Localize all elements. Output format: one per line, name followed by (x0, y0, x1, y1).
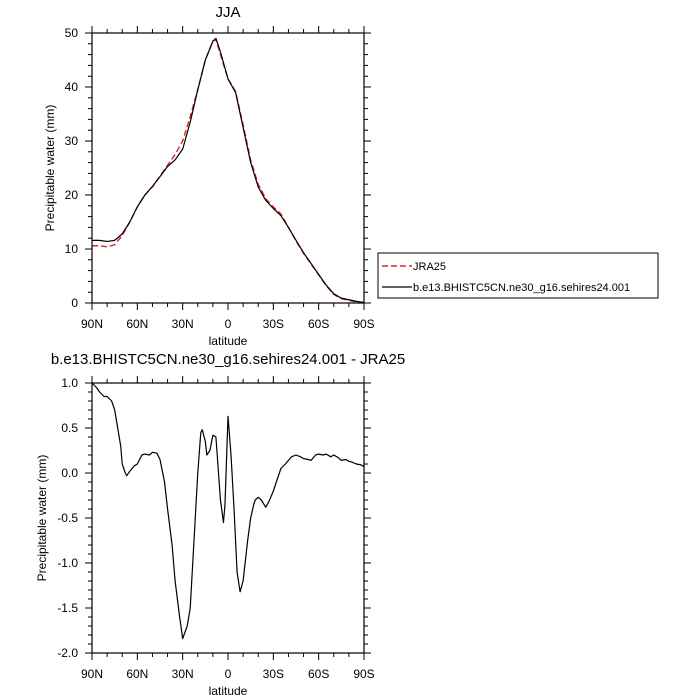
top-panel: JJA 0 10 20 30 40 50 90N 60N 30N 0 30S 60S 90S lati… (43, 4, 375, 348)
top-x-tick-label: 60N (126, 317, 148, 331)
top-chart-title: JJA (215, 4, 240, 21)
legend: JRA25 b.e13.BHISTC5CN.ne30_g16.sehires24… (377, 252, 659, 299)
top-y-tick-label: 50 (65, 26, 79, 40)
top-y-tick-label: 10 (65, 242, 79, 256)
bot-y-tick-label: 1.0 (61, 376, 78, 390)
legend-box (377, 252, 659, 299)
top-y-tick-label: 30 (65, 134, 79, 148)
bot-x-tick-label: 90N (81, 667, 103, 681)
top-plot-frame (91, 32, 365, 304)
bottom-panel: b.e13.BHISTC5CN.ne30_g16.sehires24.001 -… (35, 351, 405, 698)
bottom-y-axis: 1.0 0.5 0.0 -0.5 -1.0 -1.5 -2.0 (57, 376, 371, 660)
top-y-axis: 0 10 20 30 40 50 (65, 26, 371, 310)
top-y-tick-label: 20 (65, 188, 79, 202)
bottom-x-axis-label: latitude (209, 684, 248, 698)
top-x-tick-label: 30S (263, 317, 284, 331)
top-y-axis-label: Precipitable water (mm) (43, 105, 57, 232)
top-x-tick-label: 30N (172, 317, 194, 331)
bottom-x-axis: 90N 60N 30N 0 30S 60S 90S (81, 376, 375, 681)
bottom-series-group (91, 382, 365, 640)
bot-series-line-0 (91, 382, 365, 640)
top-x-axis-label: latitude (209, 334, 248, 348)
bot-x-tick-label: 0 (225, 667, 232, 681)
top-x-tick-label: 90S (353, 317, 374, 331)
legend-label-model: b.e13.BHISTC5CN.ne30_g16.sehires24.001 (413, 282, 630, 294)
top-x-tick-label: 60S (308, 317, 329, 331)
top-x-tick-label: 90N (81, 317, 103, 331)
top-series-group (92, 37, 365, 304)
top-y-tick-label: 0 (71, 296, 78, 310)
bottom-y-axis-label: Precipitable water (mm) (35, 455, 49, 582)
bot-y-tick-label: -2.0 (57, 646, 78, 660)
bot-x-tick-label: 30S (263, 667, 284, 681)
bot-y-tick-label: 0.0 (61, 466, 78, 480)
bot-y-tick-label: 0.5 (61, 421, 78, 435)
top-x-axis: 90N 60N 30N 0 30S 60S 90S (81, 26, 375, 331)
bot-x-tick-label: 60N (126, 667, 148, 681)
bot-y-tick-label: -1.5 (57, 601, 78, 615)
bot-x-tick-label: 60S (308, 667, 329, 681)
bot-y-tick-label: -1.0 (57, 556, 78, 570)
top-x-tick-label: 0 (225, 317, 232, 331)
top-y-tick-label: 40 (65, 80, 79, 94)
bot-x-tick-label: 90S (353, 667, 374, 681)
legend-label-jra25: JRA25 (413, 261, 446, 273)
bot-y-tick-label: -0.5 (57, 511, 78, 525)
bottom-chart-title: b.e13.BHISTC5CN.ne30_g16.sehires24.001 -… (51, 351, 405, 368)
bot-x-tick-label: 30N (172, 667, 194, 681)
top-series-line-1 (92, 37, 365, 304)
